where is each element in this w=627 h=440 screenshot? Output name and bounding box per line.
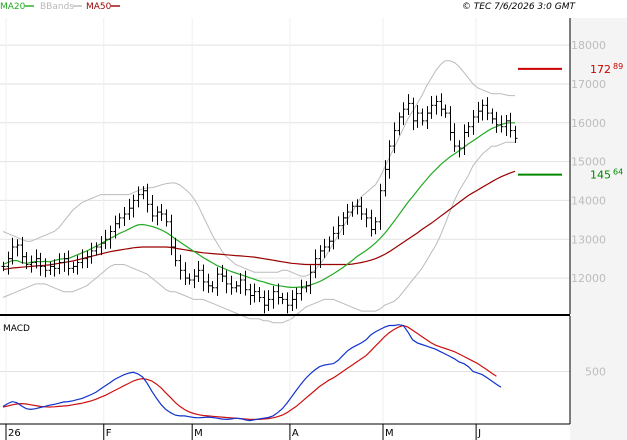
month-label: A — [292, 428, 299, 439]
reference-label: 145 — [590, 169, 611, 182]
bbands-upper-line — [2, 60, 515, 277]
right-axis-panel — [570, 18, 627, 440]
reference-label: 172 — [590, 63, 611, 76]
legend-ma50-label: MA50 — [86, 2, 112, 12]
price-tick-label: 14000 — [571, 194, 606, 207]
legend-bbands-label: BBands — [40, 2, 74, 12]
bbands-lower-line — [2, 141, 515, 324]
price-tick-label: 16000 — [571, 117, 606, 130]
month-label: F — [106, 428, 112, 439]
price-axis: 18000 17000 16000 15000 14000 13000 12000 — [571, 39, 606, 285]
price-grid — [0, 18, 570, 313]
macd-title: MACD — [3, 324, 30, 334]
ma20-line — [2, 122, 515, 288]
month-label: M — [385, 428, 394, 439]
legend-ma20-label: MA20 — [0, 2, 26, 12]
moving-averages — [2, 122, 516, 288]
price-tick-label: 17000 — [571, 78, 606, 91]
month-label: 26 — [8, 428, 21, 439]
month-label: J — [477, 428, 481, 439]
macd-line — [2, 324, 502, 422]
ohlc-bars — [1, 93, 518, 314]
month-label: M — [194, 428, 203, 439]
timestamp: © TEC 7/6/2026 3:0 GMT — [462, 2, 577, 12]
macd-tick-label: 500 — [585, 365, 606, 378]
macd-signal-line — [2, 324, 497, 420]
legend: MA20 BBands MA50 — [0, 2, 120, 12]
macd-lines — [2, 324, 502, 422]
macd-grid — [0, 316, 570, 423]
reference-levels: 172 89 145 64 — [518, 62, 623, 182]
reference-label-decimals: 89 — [613, 62, 623, 71]
ma50-line — [2, 170, 516, 271]
macd-axis: 500 — [585, 365, 606, 378]
reference-label-decimals: 64 — [613, 168, 623, 177]
time-axis: 26 F M A M J — [5, 424, 481, 440]
panel-divider — [0, 314, 570, 316]
price-tick-label: 12000 — [571, 272, 606, 285]
price-tick-label: 15000 — [571, 156, 606, 169]
price-tick-label: 18000 — [571, 39, 606, 52]
price-tick-label: 13000 — [571, 233, 606, 246]
bollinger-bands — [2, 60, 515, 324]
